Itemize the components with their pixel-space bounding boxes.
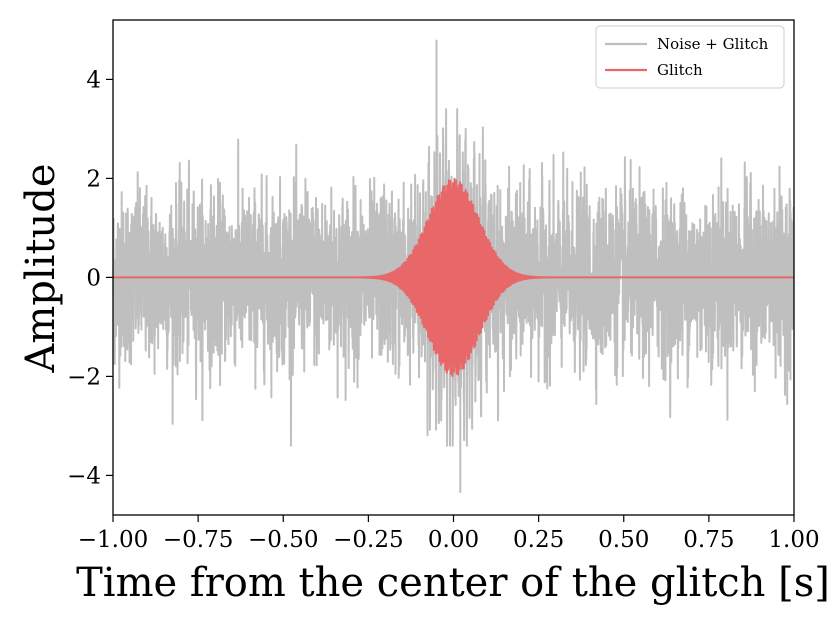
legend-box xyxy=(595,25,785,89)
y-axis-title: Amplitude xyxy=(18,163,64,373)
legend-label-noise: Noise + Glitch xyxy=(657,35,769,53)
x-tick-label: −0.50 xyxy=(248,527,318,553)
x-tick-label: 0.00 xyxy=(428,527,479,553)
legend-label-glitch: Glitch xyxy=(657,61,703,79)
plot-area xyxy=(113,39,794,493)
x-tick-label: −0.25 xyxy=(333,527,403,553)
x-tick-label: 0.75 xyxy=(683,527,734,553)
series-glitch xyxy=(113,177,794,378)
glitch-line xyxy=(113,177,794,378)
x-tick-label: −1.00 xyxy=(78,527,148,553)
x-tick-label: 0.25 xyxy=(513,527,564,553)
y-tick-label: 2 xyxy=(86,166,101,192)
y-tick-label: 4 xyxy=(86,67,101,93)
x-tick-label: 0.50 xyxy=(598,527,649,553)
x-axis-title: Time from the center of the glitch [s] xyxy=(76,560,830,606)
y-axis: −4 −2 0 2 4 xyxy=(67,67,113,489)
x-axis: −1.00 −0.75 −0.50 −0.25 0.00 0.25 0.50 0.75 1.00 xyxy=(78,515,820,553)
x-tick-label: −0.75 xyxy=(163,527,233,553)
y-tick-label: −2 xyxy=(67,364,101,390)
y-tick-label: −4 xyxy=(67,463,101,489)
y-tick-label: 0 xyxy=(86,265,101,291)
legend: Noise + Glitch Glitch xyxy=(595,25,785,89)
x-tick-label: 1.00 xyxy=(768,527,819,553)
